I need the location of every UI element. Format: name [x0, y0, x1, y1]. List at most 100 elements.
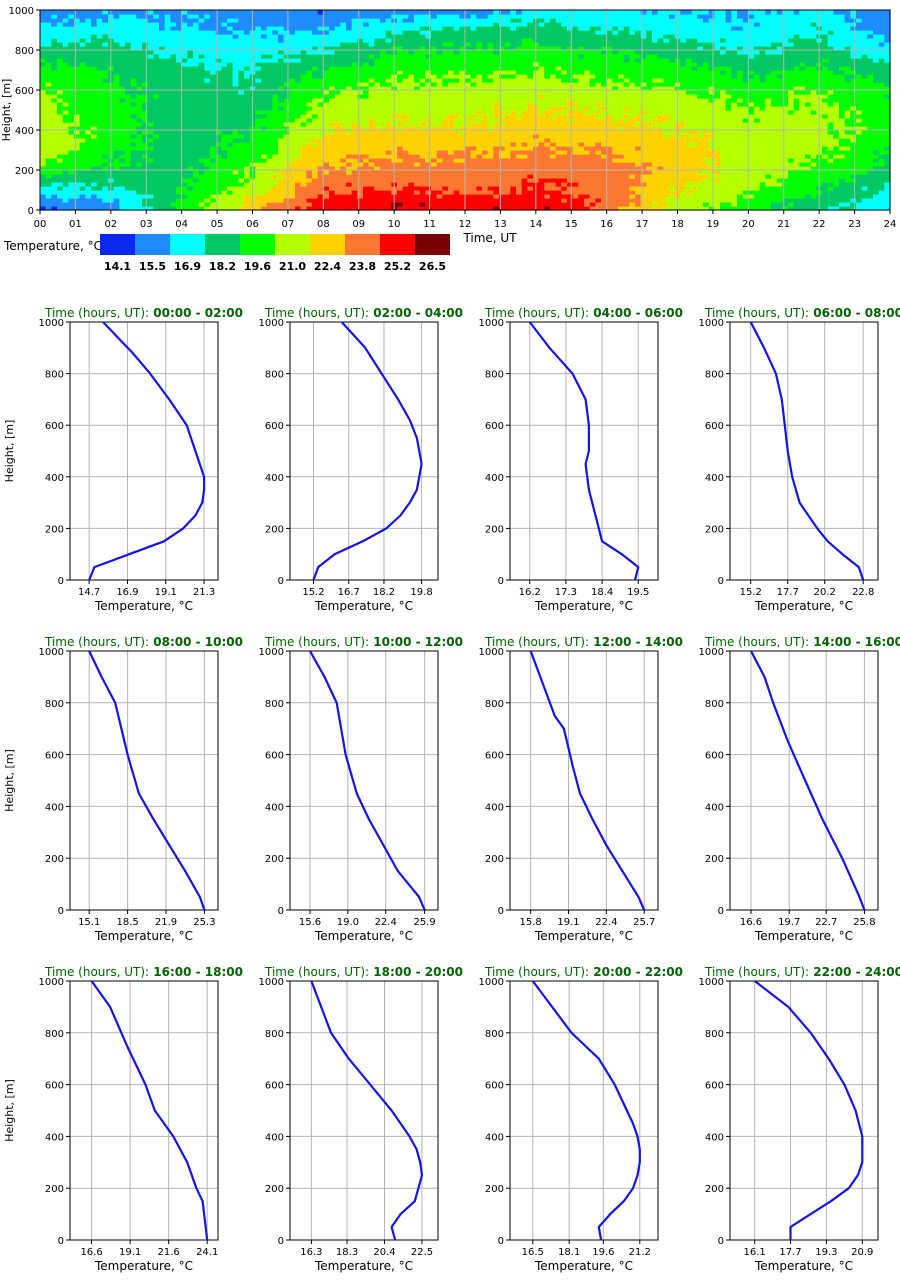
heatmap-cell	[244, 30, 251, 35]
heatmap-cell	[380, 158, 387, 163]
heatmap-cell	[380, 106, 387, 111]
heatmap-cell	[119, 14, 126, 19]
heatmap-cell	[272, 10, 279, 15]
heatmap-cell	[164, 14, 171, 19]
heatmap-cell	[57, 70, 64, 75]
heatmap-cell	[102, 18, 109, 23]
heatmap-cell	[300, 78, 307, 83]
heatmap-cell	[470, 74, 477, 79]
heatmap-cell	[159, 74, 166, 79]
heatmap-cell	[357, 34, 364, 39]
heatmap-cell	[595, 98, 602, 103]
heatmap-cell	[470, 50, 477, 55]
heatmap-cell	[102, 78, 109, 83]
heatmap-cell	[357, 178, 364, 183]
heatmap-cell	[102, 86, 109, 91]
heatmap-cell	[215, 18, 222, 23]
heatmap-cell	[351, 118, 358, 123]
heatmap-cell	[516, 150, 523, 155]
heatmap-cell	[181, 110, 188, 115]
heatmap-cell	[272, 82, 279, 87]
heatmap-cell	[91, 46, 98, 51]
heatmap-cell	[385, 86, 392, 91]
heatmap-cell	[221, 198, 228, 203]
heatmap-cell	[57, 18, 64, 23]
heatmap-cell	[153, 102, 160, 107]
heatmap-cell	[261, 190, 268, 195]
heatmap-cell	[584, 138, 591, 143]
heatmap-cell	[385, 194, 392, 199]
heatmap-cell	[136, 182, 143, 187]
heatmap-cell	[312, 54, 319, 59]
heatmap-cell	[425, 78, 432, 83]
heatmap-cell	[601, 62, 608, 67]
heatmap-cell	[385, 14, 392, 19]
heatmap-cell	[85, 126, 92, 131]
heatmap-cell	[493, 42, 500, 47]
heatmap-cell	[261, 178, 268, 183]
heatmap-cell	[187, 50, 194, 55]
heatmap-cell	[363, 66, 370, 71]
heatmap-cell	[119, 170, 126, 175]
heatmap-cell	[334, 154, 341, 159]
heatmap-cell	[470, 194, 477, 199]
heatmap-cell	[125, 70, 132, 75]
heatmap-cell	[289, 126, 296, 131]
heatmap-cell	[323, 70, 330, 75]
heatmap-cell	[79, 30, 86, 35]
heatmap-cell	[589, 114, 596, 119]
heatmap-cell	[402, 94, 409, 99]
heatmap-cell	[363, 98, 370, 103]
heatmap-cell	[504, 18, 511, 23]
heatmap-cell	[510, 150, 517, 155]
heatmap-cell	[351, 122, 358, 127]
heatmap-cell	[436, 154, 443, 159]
heatmap-cell	[57, 46, 64, 51]
heatmap-cell	[159, 66, 166, 71]
heatmap-cell	[550, 50, 557, 55]
heatmap-cell	[142, 170, 149, 175]
heatmap-cell	[448, 150, 455, 155]
heatmap-cell	[487, 74, 494, 79]
heatmap-cell	[147, 106, 154, 111]
heatmap-cell	[555, 146, 562, 151]
heatmap-cell	[45, 90, 52, 95]
heatmap-cell	[510, 118, 517, 123]
heatmap-cell	[510, 170, 517, 175]
heatmap-cell	[113, 10, 120, 15]
heatmap-cell	[187, 66, 194, 71]
heatmap-cell	[147, 162, 154, 167]
heatmap-cell	[232, 130, 239, 135]
heatmap-cell	[510, 94, 517, 99]
heatmap-cell	[550, 146, 557, 151]
heatmap-cell	[516, 162, 523, 167]
heatmap-cell	[431, 194, 438, 199]
heatmap-cell	[572, 138, 579, 143]
heatmap-cell	[510, 110, 517, 115]
heatmap-cell	[601, 70, 608, 75]
heatmap-cell	[402, 134, 409, 139]
heatmap-cell	[323, 10, 330, 15]
heatmap-cell	[142, 86, 149, 91]
heatmap-cell	[176, 198, 183, 203]
heatmap-cell	[91, 118, 98, 123]
heatmap-cell	[436, 138, 443, 143]
heatmap-cell	[334, 42, 341, 47]
heatmap-cell	[278, 138, 285, 143]
heatmap-cell	[408, 122, 415, 127]
heatmap-cell	[283, 66, 290, 71]
heatmap-cell	[442, 190, 449, 195]
heatmap-cell	[312, 170, 319, 175]
heatmap-cell	[187, 86, 194, 91]
heatmap-cell	[323, 118, 330, 123]
heatmap-cell	[459, 18, 466, 23]
heatmap-cell	[595, 38, 602, 43]
heatmap-cell	[113, 162, 120, 167]
heatmap-cell	[408, 174, 415, 179]
heatmap-cell	[476, 106, 483, 111]
heatmap-cell	[51, 50, 58, 55]
heatmap-cell	[340, 74, 347, 79]
heatmap-cell	[340, 126, 347, 131]
heatmap-cell	[601, 98, 608, 103]
heatmap-cell	[544, 62, 551, 67]
